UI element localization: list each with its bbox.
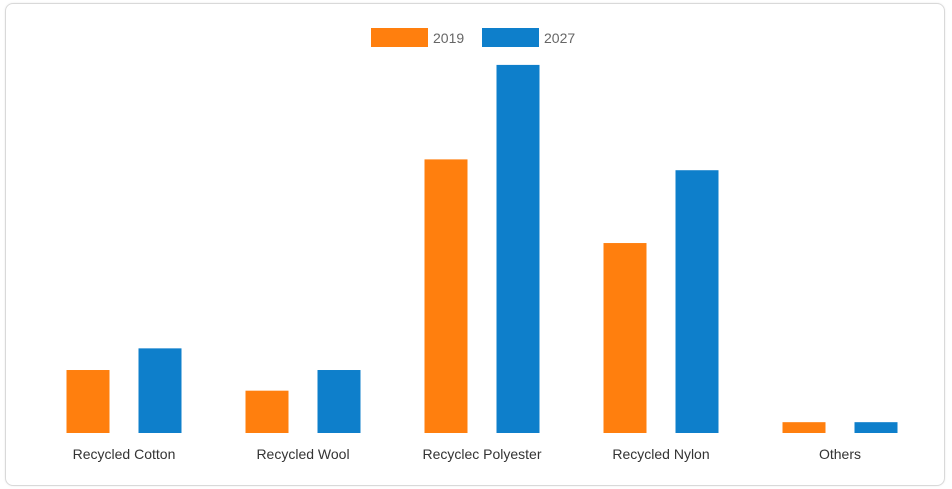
- bar-2019-1[interactable]: [245, 390, 289, 433]
- legend-swatch-2019[interactable]: [371, 28, 428, 47]
- legend-label[interactable]: 2019: [433, 30, 464, 46]
- x-tick-label: Recyclec Polyester: [422, 446, 541, 462]
- x-tick-label: Others: [819, 446, 861, 462]
- bar-2019-0[interactable]: [66, 370, 110, 433]
- bar-2027-3[interactable]: [675, 170, 719, 433]
- bar-2019-3[interactable]: [603, 243, 647, 433]
- x-tick-label: Recycled Wool: [256, 446, 349, 462]
- bar-2019-4[interactable]: [782, 422, 826, 433]
- legend-swatch-2027[interactable]: [482, 28, 539, 47]
- legend: 2019 2027: [371, 28, 575, 47]
- legend-label[interactable]: 2027: [544, 30, 575, 46]
- bar-2027-1[interactable]: [317, 370, 361, 433]
- x-tick-label: Recycled Nylon: [612, 446, 709, 462]
- x-axis-tick-labels: Recycled Cotton Recycled Wool Recyclec Pol…: [73, 446, 861, 462]
- bars: [66, 64, 898, 434]
- x-tick-label: Recycled Cotton: [73, 446, 176, 462]
- bar-2027-2[interactable]: [496, 64, 540, 433]
- bar-2027-0[interactable]: [138, 348, 182, 433]
- bar-2027-4[interactable]: [854, 422, 898, 433]
- bar-2019-2[interactable]: [424, 159, 468, 434]
